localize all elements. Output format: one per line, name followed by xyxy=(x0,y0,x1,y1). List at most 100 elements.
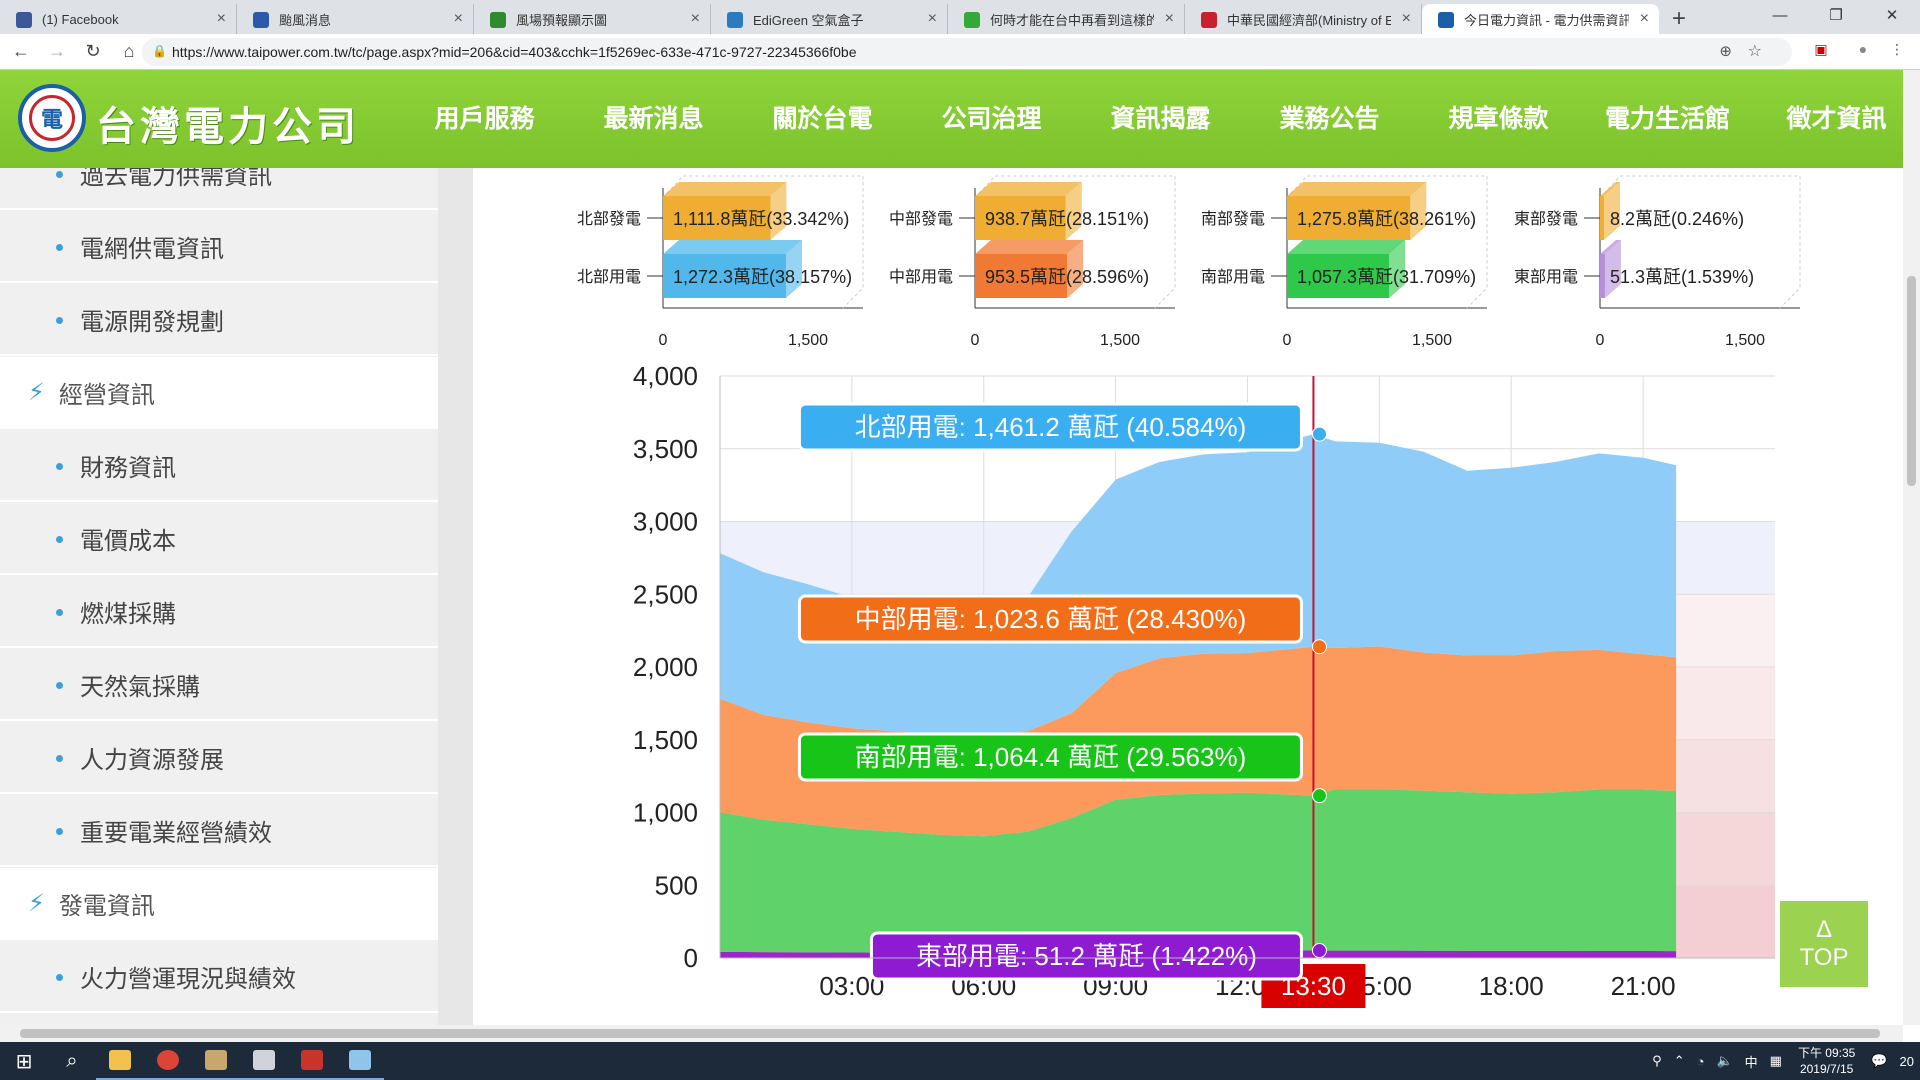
browser-tab[interactable]: 風場預報顯示圖 × xyxy=(474,4,711,34)
people-icon[interactable]: ⚲ xyxy=(1652,1053,1662,1068)
vertical-scroll-thumb[interactable] xyxy=(1907,276,1916,486)
tray-expand-icon[interactable]: ⌃ xyxy=(1673,1053,1685,1068)
app-icon-3[interactable] xyxy=(288,1042,336,1080)
sidebar-item[interactable]: 過去電力供需資訊 xyxy=(0,168,438,210)
bar-data-label: 8.2萬瓩(0.246%) xyxy=(1610,209,1744,229)
sidebar-item-label: 財務資訊 xyxy=(80,454,176,482)
bar xyxy=(1287,196,1411,240)
nav-item[interactable]: 用戶服務 xyxy=(434,105,535,133)
sidebar-item[interactable]: 火力營運現況與績效 xyxy=(0,941,438,1013)
sidebar-section-heading[interactable]: ⚡ 發電資訊 xyxy=(0,868,438,940)
tab-close-icon[interactable]: × xyxy=(690,10,700,27)
new-tab-icon[interactable]: + xyxy=(1671,5,1686,32)
notification-icon[interactable]: 💬 xyxy=(1871,1053,1888,1068)
clock-date: 2019/7/15 xyxy=(1799,1062,1854,1076)
sidebar-section-heading[interactable]: ⚡ 經營資訊 xyxy=(0,357,438,429)
taipower-logo[interactable]: 電 xyxy=(18,84,86,152)
bar-tick-label: 1,500 xyxy=(1412,332,1452,349)
back-to-top-button[interactable]: Δ TOP xyxy=(1780,901,1868,987)
ime-indicator[interactable]: 中 xyxy=(1744,1054,1758,1070)
taskbar-clock[interactable]: 下午 09:35 2019/7/15 xyxy=(1798,1045,1855,1077)
windows-taskbar: ⊞ ⌕ ⚲ ⌃ ◔ 🔈 中 ▦ 下午 09:35 2019/7/15 💬 20 xyxy=(0,1042,1920,1080)
tab-close-icon[interactable]: × xyxy=(1639,10,1649,27)
series-marker xyxy=(1311,639,1327,655)
sidebar-item[interactable]: 燃煤採購 xyxy=(0,576,438,648)
sidebar-item[interactable]: 電價成本 xyxy=(0,503,438,575)
menu-icon[interactable]: ⋮ xyxy=(1890,40,1904,57)
bar-category-label: 南部用電 xyxy=(1201,268,1265,286)
nav-item[interactable]: 公司治理 xyxy=(941,105,1042,133)
bar-top-face xyxy=(1600,240,1621,254)
page-vertical-scrollbar[interactable] xyxy=(1903,70,1920,1025)
forward-icon[interactable]: → xyxy=(48,41,66,61)
bullet-icon xyxy=(56,536,63,543)
browser-tab[interactable]: 何時才能在台中再看到這樣的藍天 × xyxy=(948,4,1185,34)
app-icon-4[interactable] xyxy=(336,1042,384,1080)
nav-item[interactable]: 徵才資訊 xyxy=(1786,105,1887,133)
sidebar-item-label: 火力營運現況與績效 xyxy=(80,965,296,993)
site-logo-text[interactable]: 台灣電力公司 xyxy=(96,103,360,150)
bar-data-label: 953.5萬瓩(28.596%) xyxy=(985,267,1149,287)
browser-tab-strip: (1) Facebook × 颱風消息 × 風場預報顯示圖 × EdiGreen 空氣盒子 ×… xyxy=(0,0,1920,34)
y-tick-label: 3,000 xyxy=(633,507,698,537)
bar-side-face xyxy=(1389,240,1406,298)
sidebar-item[interactable]: 重要電業經營績效 xyxy=(0,795,438,867)
nav-item[interactable]: 電力生活館 xyxy=(1604,105,1730,133)
tab-close-icon[interactable]: × xyxy=(1401,10,1411,27)
extension-icon[interactable]: ▣ xyxy=(1814,40,1828,57)
tab-close-icon[interactable]: × xyxy=(216,10,226,27)
bar xyxy=(1600,254,1605,298)
bullet-icon xyxy=(56,974,63,981)
search-icon[interactable]: ⌕ xyxy=(66,1049,78,1072)
browser-tab[interactable]: 今日電力資訊 - 電力供需資訊 - 資訊揭露 × xyxy=(1422,4,1659,34)
url-field[interactable]: 🔒 https://www.taipower.com.tw/tc/page.as… xyxy=(142,38,1792,66)
browser-tab[interactable]: EdiGreen 空氣盒子 × xyxy=(711,4,948,34)
bookmark-star-icon[interactable]: ☆ xyxy=(1747,43,1762,60)
top-arrow-icon: Δ xyxy=(1815,916,1833,943)
home-icon[interactable]: ⌂ xyxy=(123,41,135,61)
page-horizontal-scrollbar[interactable] xyxy=(0,1025,1903,1042)
volume-icon[interactable]: 🔈 xyxy=(1716,1053,1733,1068)
series-tooltip xyxy=(797,402,1303,452)
sidebar-item[interactable]: 電網供電資訊 xyxy=(0,211,438,283)
url-text[interactable]: https://www.taipower.com.tw/tc/page.aspx… xyxy=(172,44,857,60)
chrome-icon[interactable] xyxy=(144,1042,192,1080)
restore-icon[interactable]: ❐ xyxy=(1829,7,1843,24)
keyboard-icon[interactable]: ▦ xyxy=(1769,1053,1782,1068)
windows-start-icon[interactable]: ⊞ xyxy=(15,1050,33,1073)
bar-tick-label: 1,500 xyxy=(1100,332,1140,349)
network-icon[interactable]: ◔ xyxy=(1696,1053,1705,1069)
sidebar-item[interactable]: 財務資訊 xyxy=(0,430,438,502)
lock-icon[interactable]: 🔒 xyxy=(152,44,167,58)
bar-data-label: 1,111.8萬瓩(33.342%) xyxy=(673,209,849,229)
browser-tab[interactable]: 颱風消息 × xyxy=(237,4,474,34)
tab-close-icon[interactable]: × xyxy=(453,10,463,27)
app-icon-2[interactable] xyxy=(240,1042,288,1080)
lightning-icon: ⚡ xyxy=(28,889,45,917)
close-window-icon[interactable]: ✕ xyxy=(1885,7,1899,24)
sidebar-item[interactable]: 電源開發規劃 xyxy=(0,284,438,356)
nav-item[interactable]: 規章條款 xyxy=(1448,105,1549,133)
back-icon[interactable]: ← xyxy=(12,41,30,61)
app-icon-1[interactable] xyxy=(192,1042,240,1080)
y-tick-label: 2,500 xyxy=(633,579,698,609)
tab-close-icon[interactable]: × xyxy=(1164,10,1174,27)
nav-item[interactable]: 資訊揭露 xyxy=(1110,105,1211,133)
nav-item[interactable]: 業務公告 xyxy=(1279,105,1380,133)
nav-item[interactable]: 關於台電 xyxy=(772,105,873,133)
sidebar-item[interactable]: 人力資源發展 xyxy=(0,722,438,794)
horizontal-scroll-thumb[interactable] xyxy=(20,1029,1880,1038)
nav-item[interactable]: 最新消息 xyxy=(603,105,704,133)
minimize-icon[interactable]: — xyxy=(1772,6,1788,24)
reload-icon[interactable]: ↻ xyxy=(85,41,101,61)
tab-close-icon[interactable]: × xyxy=(927,10,937,27)
browser-tab[interactable]: 中華民國經濟部(Ministry of Economic) × xyxy=(1185,4,1422,34)
bar xyxy=(663,254,786,298)
series-marker xyxy=(1311,426,1327,442)
profile-icon[interactable]: ● xyxy=(1858,41,1868,57)
top-label: TOP xyxy=(1799,944,1849,971)
browser-tab[interactable]: (1) Facebook × xyxy=(0,4,237,34)
file-explorer-icon[interactable] xyxy=(96,1042,144,1080)
zoom-icon[interactable]: ⊕ xyxy=(1719,43,1732,60)
sidebar-item[interactable]: 天然氣採購 xyxy=(0,649,438,721)
